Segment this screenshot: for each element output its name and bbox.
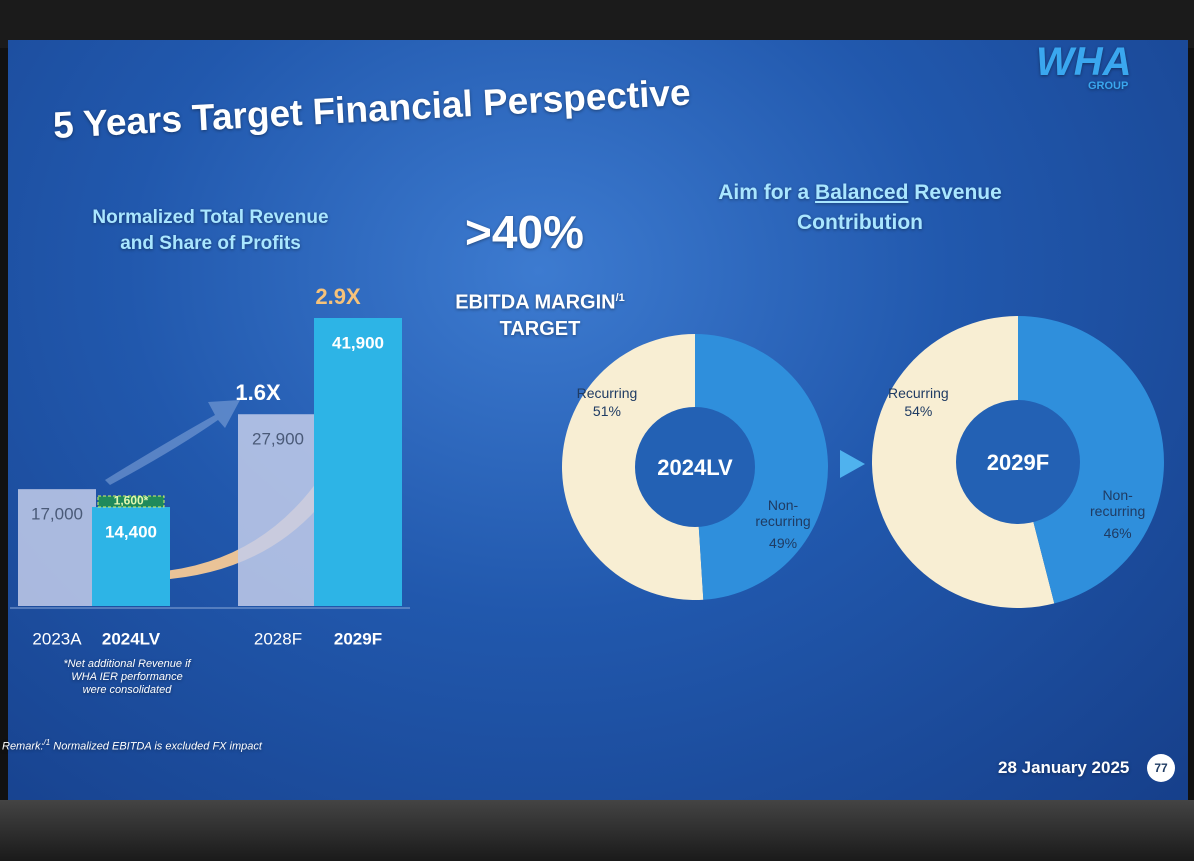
bar-note: *Net additional Revenue if WHA IER perfo… <box>63 658 191 696</box>
left-heading: Normalized Total Revenue and Share of Pr… <box>92 207 329 254</box>
multiplier: 1.6X <box>235 380 281 405</box>
ebitda-text: EBITDA MARGIN <box>455 291 616 314</box>
x-tick-label: 2024LV <box>102 629 161 648</box>
bar-value-label: 14,400 <box>105 523 157 542</box>
pie-category-label: Recurring <box>576 384 638 401</box>
pie-hole <box>635 407 755 527</box>
stage <box>0 800 1194 861</box>
pie-center-label: 2024LV <box>657 455 733 480</box>
pie-value-label: 54% <box>904 402 933 419</box>
arrow-small <box>105 400 240 485</box>
bar <box>92 507 170 606</box>
bar-value-label: 27,900 <box>252 430 304 449</box>
bar <box>238 414 318 606</box>
bar-value-label: 17,000 <box>31 505 83 524</box>
bar-value-label: 41,900 <box>332 333 384 352</box>
ebitda-mark: /1 <box>615 292 625 304</box>
ebitda-label: EBITDA MARGIN/1 TARGET <box>425 285 655 342</box>
bar-stacked-label: 1,600* <box>114 494 149 508</box>
big-figure: >40% <box>465 206 584 258</box>
x-tick-label: 2029F <box>334 629 382 648</box>
bar <box>18 489 96 606</box>
bar-stacked <box>97 495 165 508</box>
pie-category-label: Non-recurring <box>1090 487 1146 520</box>
remark-text: Normalized EBITDA is excluded FX impact <box>53 740 262 753</box>
pie-value-label: 49% <box>769 535 798 552</box>
ebitda-text2: TARGET <box>499 317 581 340</box>
page-number: 77 <box>1147 754 1175 782</box>
pie-category-label: Non-recurring <box>755 497 811 530</box>
heading-part-underlined: Balanced <box>815 181 909 204</box>
pie-slice <box>695 334 829 600</box>
logo-sub: GROUP <box>1088 80 1129 92</box>
pie-slice <box>562 334 704 600</box>
pie-category-label: Recurring <box>888 384 949 401</box>
heading-part: Aim for a <box>718 181 810 204</box>
remark-mark: /1 <box>43 738 51 747</box>
heading-part: Revenue Contribution <box>797 181 1002 234</box>
x-tick-label: 2023A <box>32 629 82 648</box>
logo: WHA <box>1036 40 1132 84</box>
date: 28 January 2025 <box>998 758 1130 777</box>
pie-slice <box>1018 316 1164 604</box>
remark-label: Remark: <box>2 740 44 753</box>
pie-value-label: 46% <box>1103 525 1132 542</box>
bar <box>314 318 402 606</box>
remark: Remark:/1 Normalized EBITDA is excluded … <box>2 738 262 753</box>
pie-center-label: 2029F <box>987 450 1049 475</box>
pie-hole <box>956 400 1080 524</box>
x-tick-label: 2028F <box>254 629 302 648</box>
right-heading: Aim for a Balanced Revenue Contribution <box>690 178 1030 238</box>
pie-value-label: 51% <box>592 402 621 419</box>
arrow-right <box>840 450 865 478</box>
multiplier: 2.9X <box>315 284 361 309</box>
